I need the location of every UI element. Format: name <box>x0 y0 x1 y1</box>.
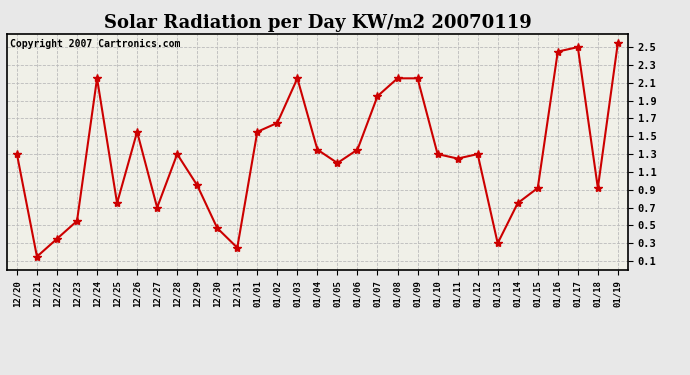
Text: Copyright 2007 Cartronics.com: Copyright 2007 Cartronics.com <box>10 39 180 48</box>
Title: Solar Radiation per Day KW/m2 20070119: Solar Radiation per Day KW/m2 20070119 <box>104 14 531 32</box>
